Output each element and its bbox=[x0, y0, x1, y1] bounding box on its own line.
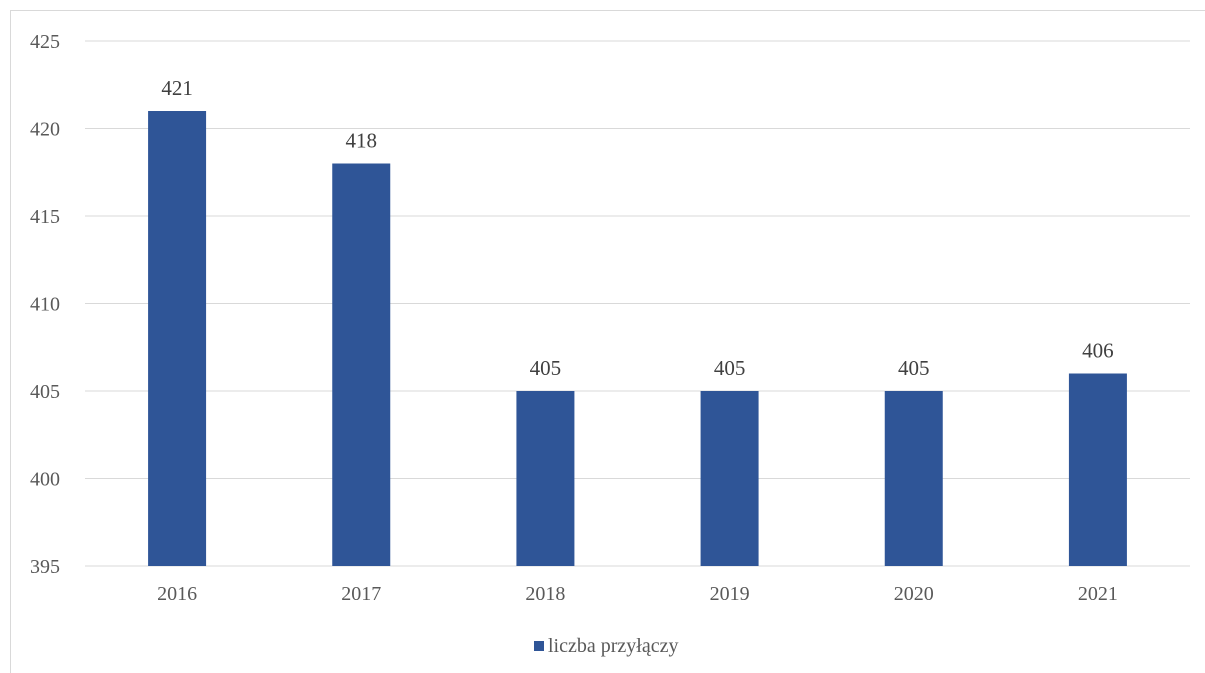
bar bbox=[700, 391, 759, 566]
x-tick-label: 2019 bbox=[710, 583, 750, 605]
x-tick-label: 2021 bbox=[1078, 583, 1118, 605]
x-tick-label: 2018 bbox=[525, 583, 565, 605]
y-tick-label: 415 bbox=[30, 206, 60, 228]
x-tick-label: 2016 bbox=[157, 583, 197, 605]
y-axis-tick-labels: 395 400 405 410 415 420 425 bbox=[30, 31, 60, 578]
y-tick-label: 405 bbox=[30, 381, 60, 403]
legend-swatch bbox=[534, 641, 544, 651]
y-tick-label: 400 bbox=[30, 469, 60, 491]
data-labels: 421 418 405 405 405 406 bbox=[161, 76, 1113, 380]
x-tick-label: 2017 bbox=[341, 583, 381, 605]
bar bbox=[884, 391, 943, 566]
y-tick-label: 420 bbox=[30, 119, 60, 141]
legend: liczba przyłączy bbox=[534, 635, 678, 657]
data-label: 418 bbox=[346, 129, 378, 153]
bar bbox=[332, 163, 391, 566]
bar bbox=[516, 391, 575, 566]
bar bbox=[148, 111, 207, 566]
data-label: 405 bbox=[530, 356, 562, 380]
data-label: 405 bbox=[898, 356, 930, 380]
data-label: 406 bbox=[1082, 339, 1114, 363]
data-label: 421 bbox=[161, 76, 193, 100]
y-tick-label: 395 bbox=[30, 556, 60, 578]
y-tick-label: 410 bbox=[30, 294, 60, 316]
y-tick-label: 425 bbox=[30, 31, 60, 53]
legend-label: liczba przyłączy bbox=[548, 635, 678, 657]
bar bbox=[1068, 373, 1127, 566]
chart-frame bbox=[10, 10, 1205, 673]
data-label: 405 bbox=[714, 356, 746, 380]
x-tick-label: 2020 bbox=[894, 583, 934, 605]
gridlines bbox=[85, 40, 1190, 567]
x-axis-tick-labels: 2016 2017 2018 2019 2020 2021 bbox=[157, 583, 1118, 605]
bars bbox=[148, 111, 1127, 566]
